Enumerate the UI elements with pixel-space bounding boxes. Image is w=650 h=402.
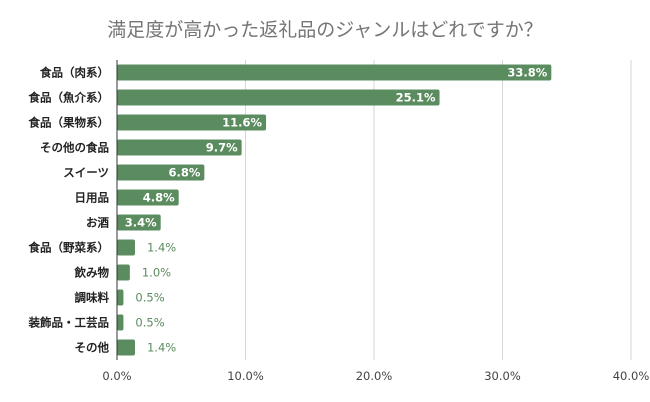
category-label: 調味料 xyxy=(75,291,110,305)
category-label: 食品（野菜系） xyxy=(29,241,110,255)
category-label: 飲み物 xyxy=(74,266,110,280)
data-label: 11.6% xyxy=(222,116,262,130)
bar xyxy=(117,289,124,306)
bar xyxy=(117,164,205,181)
data-label: 1.0% xyxy=(142,266,171,280)
data-label: 4.8% xyxy=(143,191,175,205)
category-label: その他 xyxy=(75,341,110,355)
x-tick-label: 40.0% xyxy=(613,369,650,383)
data-label: 0.5% xyxy=(135,316,164,330)
bar xyxy=(117,339,135,356)
data-label: 0.5% xyxy=(135,291,164,305)
chart-title: 満足度が高かった返礼品のジャンルはどれですか？ xyxy=(107,19,542,41)
bar xyxy=(117,114,267,131)
bar xyxy=(117,64,552,81)
category-label: お酒 xyxy=(86,216,109,230)
category-label: 食品（魚介系） xyxy=(29,91,110,105)
category-label: 食品（果物系） xyxy=(29,116,110,130)
data-label: 25.1% xyxy=(396,91,436,105)
bar xyxy=(117,139,242,156)
data-label: 1.4% xyxy=(147,241,176,255)
x-tick-label: 0.0% xyxy=(102,369,131,383)
category-label: その他の食品 xyxy=(40,141,109,155)
x-tick-label: 10.0% xyxy=(227,369,264,383)
bar xyxy=(117,89,440,106)
category-label: 装飾品・工芸品 xyxy=(28,316,110,330)
data-label: 6.8% xyxy=(168,166,200,180)
bar xyxy=(117,214,161,231)
x-tick-label: 20.0% xyxy=(356,369,393,383)
bar xyxy=(117,264,130,281)
data-label: 1.4% xyxy=(147,341,176,355)
data-label: 3.4% xyxy=(125,216,157,230)
category-label: スイーツ xyxy=(63,166,109,180)
category-label: 日用品 xyxy=(75,191,110,205)
bar xyxy=(117,239,135,256)
bar xyxy=(117,189,179,206)
data-label: 9.7% xyxy=(206,141,238,155)
x-tick-label: 30.0% xyxy=(484,369,521,383)
bar xyxy=(117,314,124,331)
category-label: 食品（肉系） xyxy=(40,66,109,80)
data-label: 33.8% xyxy=(507,66,547,80)
